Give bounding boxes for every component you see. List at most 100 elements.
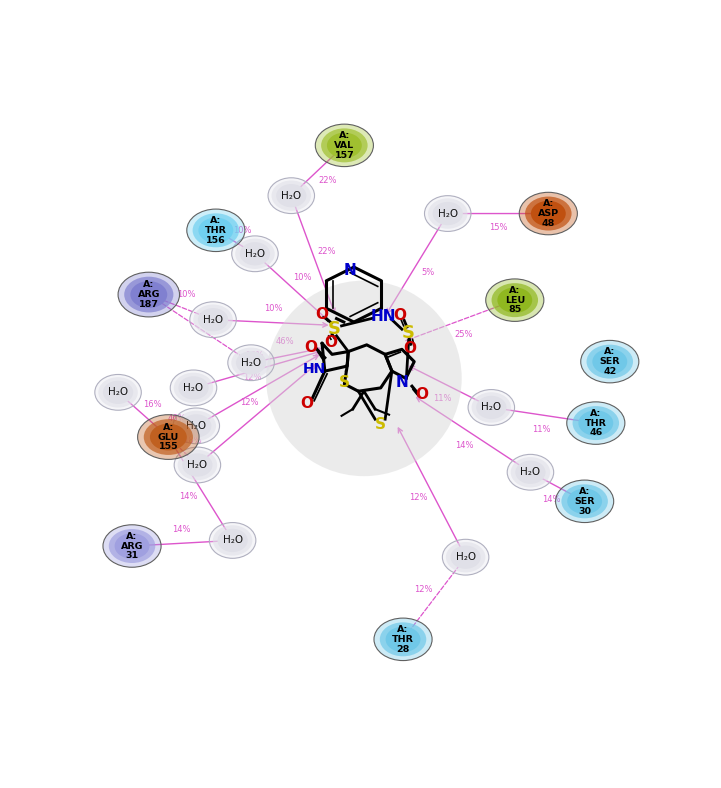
Ellipse shape: [174, 447, 221, 483]
Text: 22%: 22%: [317, 247, 336, 256]
Text: N: N: [396, 375, 408, 390]
Text: 14%: 14%: [455, 440, 474, 450]
Ellipse shape: [178, 376, 208, 400]
Ellipse shape: [240, 242, 270, 266]
Ellipse shape: [198, 308, 228, 331]
Text: 14%: 14%: [172, 525, 191, 533]
Text: 18%: 18%: [183, 437, 202, 445]
Ellipse shape: [519, 192, 578, 235]
Text: N: N: [344, 263, 356, 278]
Ellipse shape: [315, 125, 373, 166]
Text: H₂O: H₂O: [186, 421, 206, 431]
Text: A:
SER
30: A: SER 30: [575, 487, 595, 515]
Text: A:
SER
42: A: SER 42: [600, 348, 620, 376]
Ellipse shape: [472, 392, 511, 422]
Ellipse shape: [209, 522, 256, 559]
Ellipse shape: [425, 195, 471, 232]
Ellipse shape: [173, 408, 219, 444]
Ellipse shape: [138, 414, 199, 459]
Text: 11%: 11%: [433, 394, 451, 403]
Ellipse shape: [468, 389, 515, 426]
Ellipse shape: [374, 618, 432, 660]
Ellipse shape: [131, 281, 167, 308]
Ellipse shape: [433, 202, 463, 225]
Text: 15%: 15%: [489, 223, 508, 232]
Ellipse shape: [451, 545, 481, 569]
Ellipse shape: [268, 178, 314, 214]
Text: HN: HN: [303, 362, 327, 377]
Ellipse shape: [103, 381, 133, 404]
Text: S: S: [339, 375, 350, 390]
Ellipse shape: [98, 377, 138, 407]
Text: 46%: 46%: [168, 414, 187, 423]
Text: 46%: 46%: [276, 337, 294, 346]
Text: HN: HN: [371, 310, 397, 325]
Ellipse shape: [507, 455, 554, 490]
Text: O: O: [403, 341, 416, 356]
Text: 14%: 14%: [541, 495, 560, 504]
Text: 12%: 12%: [243, 373, 262, 382]
Text: A:
VAL
157: A: VAL 157: [335, 131, 355, 160]
Text: O: O: [394, 308, 407, 323]
Text: S: S: [375, 418, 386, 433]
Text: H₂O: H₂O: [245, 249, 265, 258]
Text: A:
LEU
85: A: LEU 85: [505, 286, 525, 314]
Ellipse shape: [193, 214, 239, 247]
Text: 11%: 11%: [532, 425, 551, 433]
Text: H₂O: H₂O: [203, 314, 223, 325]
Ellipse shape: [510, 457, 550, 488]
Ellipse shape: [109, 529, 155, 563]
Ellipse shape: [428, 199, 467, 229]
Ellipse shape: [516, 461, 546, 484]
Text: 10%: 10%: [264, 304, 282, 313]
Ellipse shape: [386, 626, 420, 652]
Ellipse shape: [380, 623, 426, 656]
Text: H₂O: H₂O: [241, 358, 261, 368]
Ellipse shape: [531, 201, 566, 226]
Text: 22%: 22%: [318, 177, 337, 185]
Ellipse shape: [446, 542, 485, 572]
Ellipse shape: [95, 374, 141, 411]
Text: O: O: [324, 335, 337, 350]
Ellipse shape: [118, 272, 180, 317]
Text: 16%: 16%: [245, 351, 264, 360]
Ellipse shape: [587, 344, 633, 378]
Text: 25%: 25%: [454, 329, 472, 339]
Ellipse shape: [492, 283, 538, 317]
Ellipse shape: [443, 539, 489, 575]
Ellipse shape: [187, 209, 245, 251]
Ellipse shape: [497, 288, 532, 313]
Ellipse shape: [562, 485, 608, 519]
Ellipse shape: [593, 349, 627, 374]
Ellipse shape: [198, 217, 234, 243]
Text: A:
ARG
187: A: ARG 187: [138, 281, 160, 309]
Ellipse shape: [190, 302, 236, 337]
Ellipse shape: [231, 348, 271, 378]
Text: A:
THR
46: A: THR 46: [585, 409, 607, 437]
Text: 10%: 10%: [293, 273, 311, 282]
Text: O: O: [301, 396, 314, 411]
Text: H₂O: H₂O: [438, 209, 458, 218]
Ellipse shape: [150, 424, 187, 451]
Ellipse shape: [124, 277, 173, 313]
Text: 12%: 12%: [414, 585, 433, 594]
Ellipse shape: [182, 453, 213, 477]
Ellipse shape: [486, 279, 544, 322]
Ellipse shape: [170, 370, 217, 406]
Text: 10%: 10%: [234, 225, 252, 235]
Ellipse shape: [177, 411, 216, 441]
Ellipse shape: [115, 533, 149, 559]
Text: A:
THR
28: A: THR 28: [392, 625, 414, 653]
Text: 5%: 5%: [422, 268, 435, 277]
Ellipse shape: [228, 345, 274, 381]
Ellipse shape: [218, 529, 248, 552]
Text: O: O: [304, 340, 317, 355]
Ellipse shape: [567, 489, 602, 514]
Text: 10%: 10%: [177, 290, 195, 299]
Text: H₂O: H₂O: [187, 460, 208, 470]
Ellipse shape: [476, 396, 506, 419]
Ellipse shape: [177, 450, 217, 480]
Ellipse shape: [580, 340, 639, 383]
Text: H₂O: H₂O: [481, 403, 501, 412]
Ellipse shape: [213, 526, 252, 556]
